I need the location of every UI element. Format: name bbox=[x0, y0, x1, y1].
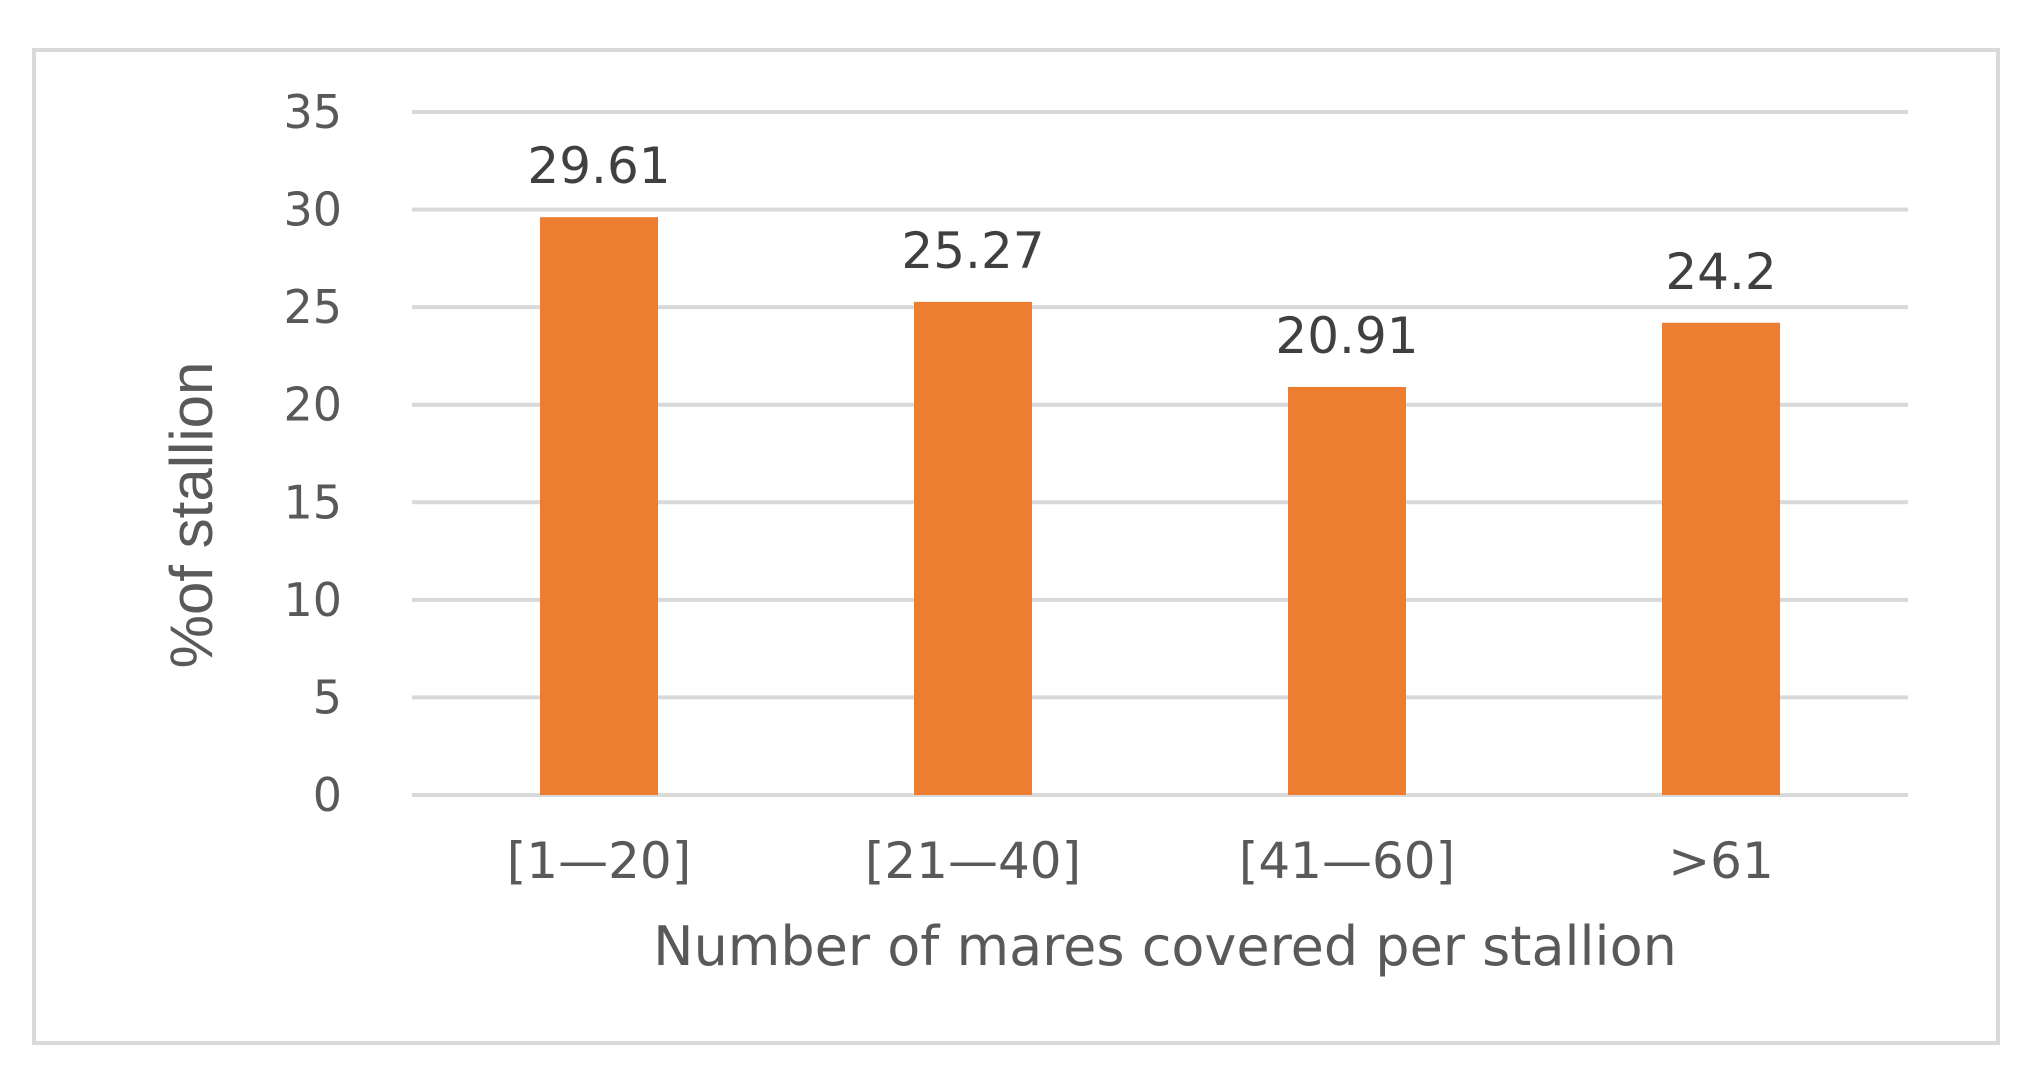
y-axis-title: %of stallion bbox=[158, 362, 225, 669]
x-category-label: [21—40] bbox=[865, 832, 1081, 890]
bar bbox=[914, 301, 1032, 795]
bars bbox=[540, 217, 1780, 795]
y-tick-label: 20 bbox=[283, 378, 342, 432]
y-tick-label: 25 bbox=[283, 280, 342, 334]
y-tick-label: 0 bbox=[313, 768, 342, 822]
y-tick-label: 15 bbox=[283, 475, 342, 529]
x-category-label: [41—60] bbox=[1239, 832, 1455, 890]
data-label: 24.2 bbox=[1665, 243, 1776, 301]
gridlines bbox=[412, 110, 1908, 797]
data-labels: 29.61 25.27 20.91 24.2 bbox=[527, 137, 1776, 365]
y-tick-label: 30 bbox=[283, 183, 342, 237]
y-tick-label: 10 bbox=[283, 573, 342, 627]
bar bbox=[540, 217, 658, 795]
x-category-label: >61 bbox=[1668, 832, 1774, 890]
bar bbox=[1288, 386, 1406, 795]
x-category-label: [1—20] bbox=[507, 832, 691, 890]
x-axis-title: Number of mares covered per stallion bbox=[653, 915, 1677, 978]
data-label: 29.61 bbox=[527, 137, 670, 195]
y-axis-ticks: 0 5 10 15 20 25 30 35 bbox=[283, 85, 342, 822]
x-axis-categories: [1—20] [21—40] [41—60] >61 bbox=[507, 832, 1774, 890]
y-tick-label: 35 bbox=[283, 85, 342, 139]
data-label: 25.27 bbox=[901, 222, 1044, 280]
bar bbox=[1662, 322, 1780, 795]
y-tick-label: 5 bbox=[313, 670, 342, 724]
data-label: 20.91 bbox=[1275, 307, 1418, 365]
